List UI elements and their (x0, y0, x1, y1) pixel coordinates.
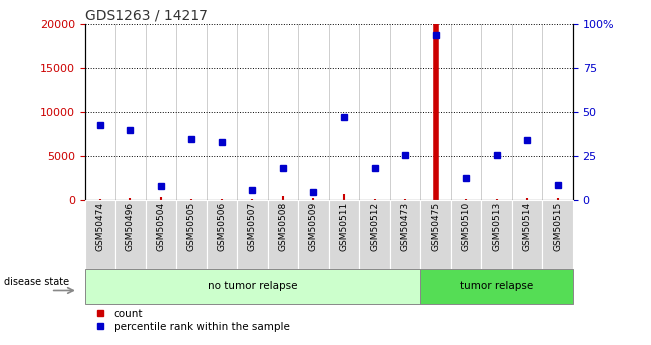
Text: GSM50473: GSM50473 (400, 202, 409, 251)
Text: GSM50514: GSM50514 (523, 202, 532, 251)
Text: GSM50475: GSM50475 (431, 202, 440, 251)
Text: GSM50511: GSM50511 (340, 202, 348, 252)
Bar (268, 200, 298, 269)
Bar (85, 269, 421, 304)
Bar (421, 200, 450, 269)
Text: GSM50508: GSM50508 (279, 202, 288, 252)
Bar (359, 200, 390, 269)
Text: GSM50507: GSM50507 (248, 202, 257, 252)
Bar (450, 200, 481, 269)
Bar (146, 200, 176, 269)
Bar (481, 200, 512, 269)
Text: GDS1263 / 14217: GDS1263 / 14217 (85, 9, 208, 23)
Text: GSM50505: GSM50505 (187, 202, 196, 252)
Bar (512, 200, 542, 269)
Text: GSM50515: GSM50515 (553, 202, 562, 252)
Text: GSM50474: GSM50474 (96, 202, 104, 251)
Text: GSM50513: GSM50513 (492, 202, 501, 252)
Bar (85, 200, 115, 269)
Legend: count, percentile rank within the sample: count, percentile rank within the sample (90, 309, 290, 332)
Bar (298, 200, 329, 269)
Bar (390, 200, 421, 269)
Text: no tumor relapse: no tumor relapse (208, 282, 298, 291)
Text: GSM50509: GSM50509 (309, 202, 318, 252)
Text: GSM50496: GSM50496 (126, 202, 135, 251)
Text: GSM50510: GSM50510 (462, 202, 471, 252)
Text: tumor relapse: tumor relapse (460, 282, 533, 291)
Text: GSM50512: GSM50512 (370, 202, 379, 251)
Bar (237, 200, 268, 269)
Text: GSM50504: GSM50504 (156, 202, 165, 251)
Text: GSM50506: GSM50506 (217, 202, 227, 252)
Bar (542, 200, 573, 269)
Bar (176, 200, 207, 269)
Bar (115, 200, 146, 269)
Bar (421, 269, 573, 304)
Bar (329, 200, 359, 269)
Bar (207, 200, 237, 269)
Text: disease state: disease state (5, 277, 70, 287)
